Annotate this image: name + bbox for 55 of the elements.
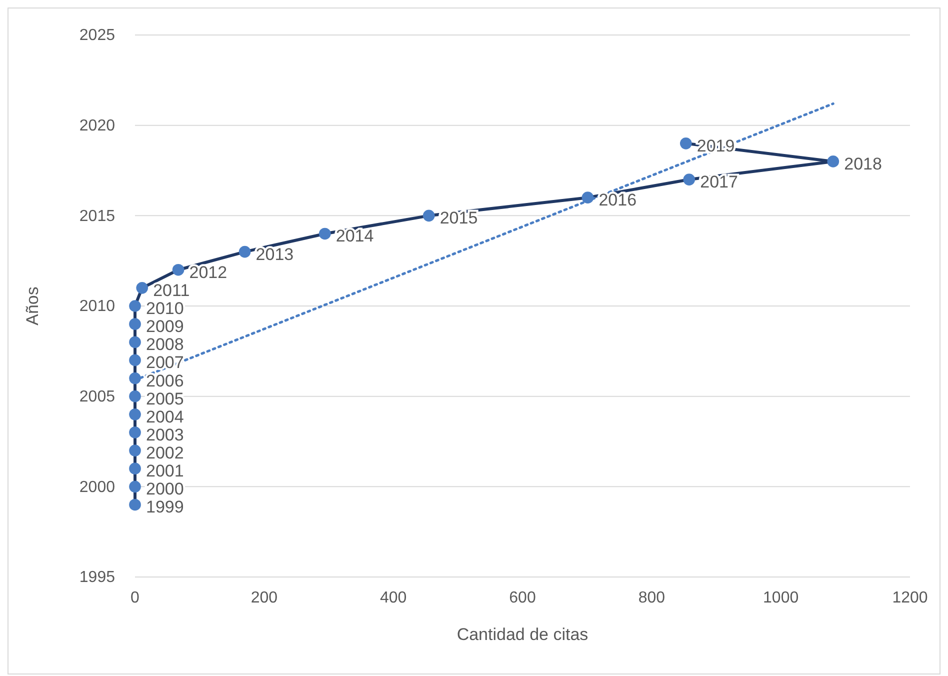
data-label: 2007 [146, 353, 184, 372]
data-label: 2012 [189, 262, 228, 282]
data-label: 2003 [146, 425, 184, 444]
y-tick-label: 2015 [79, 208, 116, 225]
x-tick-label: 0 [130, 589, 140, 606]
point [422, 210, 435, 222]
y-axis-title: Años [23, 286, 42, 326]
y-tick-label: 2005 [79, 388, 116, 406]
data-label: 2006 [146, 371, 184, 390]
point [129, 498, 141, 511]
data-label: 2015 [440, 208, 478, 228]
y-tick-label: 2025 [79, 27, 116, 44]
x-tick-label: 400 [380, 589, 407, 606]
data-label: 2008 [146, 335, 184, 354]
data-label: 2017 [700, 172, 738, 192]
point [129, 300, 141, 312]
y-tick-label: 2000 [79, 478, 116, 496]
x-tick-label: 800 [638, 589, 666, 606]
point [129, 390, 141, 402]
y-tick-label: 2020 [79, 117, 116, 134]
data-label: 2009 [146, 317, 184, 336]
y-tick-label: 1995 [79, 569, 116, 586]
point [172, 264, 184, 276]
data-label: 2016 [598, 190, 637, 210]
x-tick-label: 1000 [763, 589, 799, 606]
data-label: 2011 [153, 280, 190, 300]
data-label: 1999 [146, 498, 184, 517]
point [129, 408, 141, 420]
data-label: 2005 [146, 389, 184, 408]
x-tick-label: 200 [250, 589, 278, 606]
point [129, 354, 141, 366]
y-tick-label: 2010 [79, 298, 116, 316]
point [129, 426, 141, 438]
point [827, 156, 840, 168]
x-axis-title: Cantidad de citas [456, 625, 588, 644]
point [129, 336, 141, 348]
point [129, 318, 141, 330]
point [136, 282, 148, 294]
point [129, 444, 141, 456]
data-label: 2013 [256, 244, 294, 264]
point [680, 137, 692, 150]
point [129, 480, 141, 493]
data-label: 2000 [146, 480, 184, 499]
data-label: 2018 [844, 154, 882, 174]
point [318, 228, 331, 240]
data-label: 2002 [146, 444, 184, 463]
point [129, 462, 141, 475]
x-tick-label: 1200 [892, 589, 928, 606]
data-label: 2001 [146, 462, 184, 481]
data-label: 2010 [146, 299, 184, 318]
point [683, 174, 696, 186]
data-label: 2004 [146, 407, 184, 426]
data-label: 2014 [336, 226, 374, 246]
point [238, 246, 251, 258]
x-tick-label: 600 [509, 589, 536, 606]
